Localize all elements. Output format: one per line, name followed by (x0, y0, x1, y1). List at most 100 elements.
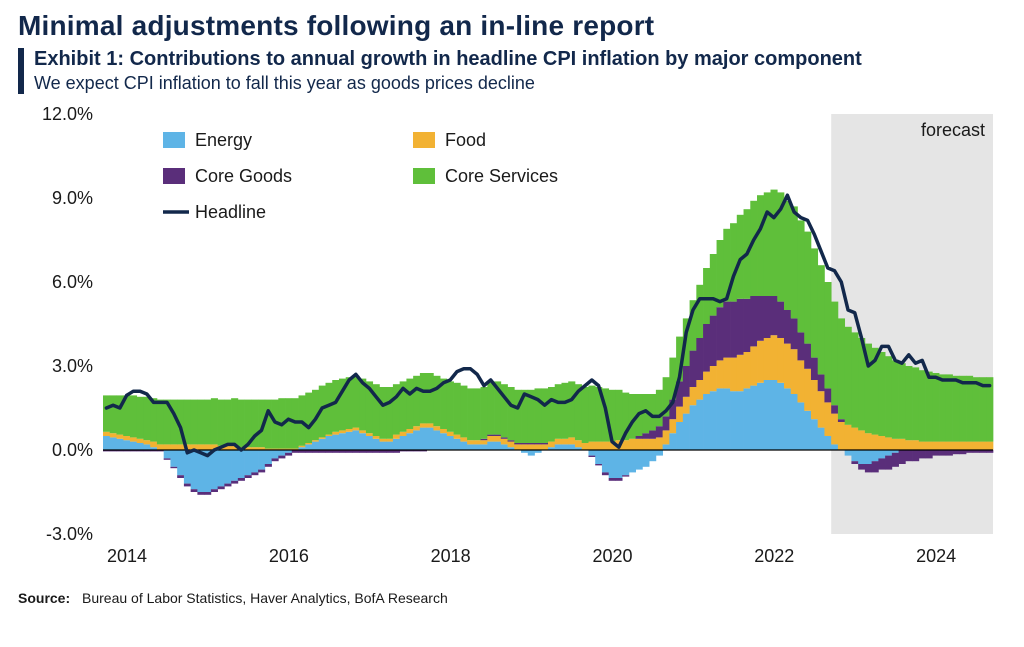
bar-food (966, 442, 973, 450)
bar-core_services (919, 370, 926, 441)
bar-energy (555, 444, 562, 450)
bar-food (899, 439, 906, 450)
bar-core_goods (905, 450, 912, 461)
bar-core_goods (865, 464, 872, 472)
bar-food (771, 335, 778, 380)
bar-core_services (467, 388, 474, 440)
bar-food (366, 433, 373, 436)
bar-energy (683, 414, 690, 450)
legend-label-food: Food (445, 130, 486, 150)
legend-swatch-energy (163, 132, 185, 148)
bar-core_goods (285, 453, 292, 456)
bar-food (703, 372, 710, 394)
bar-core_services (197, 400, 204, 445)
bar-core_services (615, 390, 622, 440)
bar-food (305, 443, 312, 444)
bar-energy (818, 428, 825, 450)
bar-food (561, 439, 568, 445)
bar-core_goods (588, 456, 595, 457)
bar-core_services (447, 381, 454, 431)
bar-core_goods (932, 450, 939, 456)
bar-energy (676, 422, 683, 450)
bar-energy (447, 436, 454, 450)
bar-core_services (420, 373, 427, 423)
bar-energy (791, 394, 798, 450)
bar-energy (332, 435, 339, 450)
bar-food (791, 349, 798, 394)
bar-food (568, 437, 575, 444)
bar-food (588, 442, 595, 450)
bar-energy (427, 428, 434, 450)
bar-core_services (899, 363, 906, 439)
bar-energy (474, 444, 481, 450)
x-tick-label: 2020 (592, 546, 632, 566)
exhibit-subtitle: We expect CPI inflation to fall this yea… (34, 73, 1012, 94)
bar-food (575, 440, 582, 447)
bar-food (339, 430, 346, 433)
bar-food (797, 360, 804, 402)
bar-core_goods (858, 464, 865, 470)
bar-core_services (926, 372, 933, 442)
bar-core_services (103, 395, 110, 431)
bar-energy (164, 450, 171, 458)
bar-energy (703, 394, 710, 450)
bar-energy (797, 402, 804, 450)
bar-food (400, 432, 407, 436)
bar-core_goods (265, 464, 272, 467)
bar-food (811, 380, 818, 419)
bar-food (757, 341, 764, 383)
bar-core_services (386, 387, 393, 439)
bar-energy (116, 439, 123, 450)
bar-core_goods (615, 478, 622, 481)
bar-food (649, 439, 656, 450)
legend-label-energy: Energy (195, 130, 252, 150)
bar-core_goods (818, 374, 825, 391)
bar-food (838, 422, 845, 450)
bar-core_services (582, 387, 589, 443)
bar-core_services (352, 376, 359, 428)
bar-energy (440, 433, 447, 450)
bar-core_goods (946, 450, 953, 456)
bar-energy (413, 430, 420, 450)
bar-energy (690, 405, 697, 450)
bar-core_services (110, 395, 117, 433)
bar-energy (629, 450, 636, 472)
bar-food (386, 439, 393, 442)
bar-core_services (305, 393, 312, 443)
chart-area: forecast-3.0%0.0%3.0%6.0%9.0%12.0%201420… (18, 104, 1006, 584)
bar-core_services (932, 373, 939, 442)
bar-core_services (231, 398, 238, 446)
bar-food (764, 338, 771, 380)
bar-core_services (433, 376, 440, 426)
bar-energy (528, 450, 535, 456)
bar-energy (393, 439, 400, 450)
bar-core_services (191, 400, 198, 445)
bar-food (959, 442, 966, 450)
x-tick-label: 2024 (916, 546, 956, 566)
bar-energy (865, 450, 872, 464)
bar-energy (501, 444, 508, 450)
bar-core_goods (899, 450, 906, 464)
bar-core_services (413, 376, 420, 426)
y-tick-label: 6.0% (52, 272, 93, 292)
forecast-label: forecast (921, 120, 985, 140)
bar-core_goods (703, 324, 710, 372)
bar-energy (366, 436, 373, 450)
bar-core_services (143, 397, 150, 440)
bar-food (150, 442, 157, 448)
bar-core_services (710, 254, 717, 316)
bar-core_goods (764, 296, 771, 338)
bar-energy (137, 443, 144, 450)
bar-core_services (238, 400, 245, 448)
bar-energy (845, 450, 852, 456)
bar-energy (379, 442, 386, 450)
bar-energy (278, 450, 285, 456)
bar-energy (224, 450, 231, 484)
bar-core_goods (737, 299, 744, 355)
bar-energy (824, 436, 831, 450)
bar-core_services (427, 373, 434, 423)
bar-core_goods (656, 426, 663, 437)
bar-food (501, 439, 508, 445)
bar-core_goods (690, 351, 697, 387)
bar-core_goods (750, 296, 757, 346)
